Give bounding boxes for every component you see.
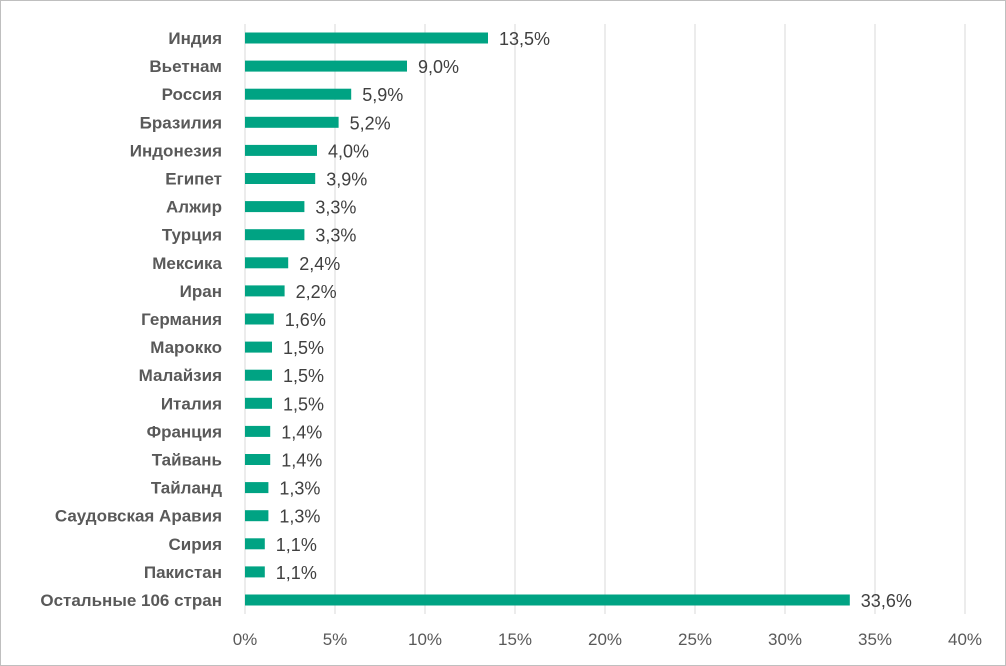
bar [245, 313, 274, 325]
data-label: 1,3% [279, 507, 320, 527]
x-tick-label: 20% [588, 630, 622, 649]
bar [245, 257, 289, 269]
bar [245, 510, 269, 522]
bar [245, 173, 316, 184]
bar [245, 88, 352, 100]
category-labels: Индия Вьетнам Россия Бразилия Индонезия Египе… [40, 29, 222, 610]
data-label: 1,1% [276, 535, 317, 555]
data-label: 5,9% [362, 85, 403, 105]
bar [245, 594, 850, 606]
category-label: Германия [141, 310, 222, 329]
x-tick-label: 15% [498, 630, 532, 649]
data-label: 1,5% [283, 338, 324, 358]
bar [245, 566, 265, 578]
category-label: Тайвань [152, 451, 222, 470]
bar [245, 32, 488, 44]
bar [245, 369, 272, 381]
data-label: 13,5% [499, 29, 550, 49]
category-label: Египет [165, 170, 222, 189]
category-label: Саудовская Аравия [55, 507, 222, 526]
category-label: Алжир [166, 198, 222, 217]
bar [245, 285, 285, 297]
data-label: 5,2% [350, 113, 391, 133]
data-label: 9,0% [418, 57, 459, 77]
category-label: Остальные 106 стран [40, 591, 222, 610]
category-label: Индия [168, 29, 222, 48]
bar [245, 482, 269, 494]
bar [245, 454, 271, 465]
category-label: Франция [147, 422, 222, 441]
category-label: Сирия [169, 535, 222, 554]
data-label: 1,6% [285, 310, 326, 330]
x-tick-label: 40% [948, 630, 982, 649]
category-label: Бразилия [140, 113, 222, 132]
data-label: 4,0% [328, 141, 369, 161]
data-label: 2,2% [296, 282, 337, 302]
category-label: Италия [161, 394, 222, 413]
x-tick-label: 0% [233, 630, 258, 649]
category-label: Иран [180, 282, 222, 301]
data-label: 1,1% [276, 563, 317, 583]
x-tick-labels: 0% 5% 10% 15% 20% 25% 30% 35% 40% [233, 630, 982, 649]
category-label: Малайзия [139, 366, 222, 385]
bar [245, 538, 265, 550]
x-tick-label: 5% [323, 630, 348, 649]
x-tick-label: 25% [678, 630, 712, 649]
data-label: 2,4% [299, 254, 340, 274]
x-tick-label: 10% [408, 630, 442, 649]
bar [245, 116, 339, 128]
data-label: 1,4% [281, 451, 322, 471]
data-label: 33,6% [861, 591, 912, 611]
bar [245, 341, 272, 353]
category-label: Пакистан [144, 563, 222, 582]
data-label: 1,5% [283, 366, 324, 386]
data-label: 3,3% [315, 226, 356, 246]
category-label: Тайланд [151, 479, 222, 498]
category-label: Вьетнам [149, 57, 222, 76]
x-tick-label: 35% [858, 630, 892, 649]
bar [245, 229, 305, 241]
bar [245, 60, 407, 72]
value-labels: 13,5% 9,0% 5,9% 5,2% 4,0% 3,9% 3,3% 3,3% 2,4% 2,2… [276, 29, 912, 611]
bars [245, 32, 850, 606]
data-label: 3,9% [326, 170, 367, 190]
bar [245, 201, 305, 213]
data-label: 1,3% [279, 479, 320, 499]
category-label: Мексика [152, 254, 222, 273]
category-label: Марокко [150, 338, 222, 357]
category-label: Турция [162, 226, 222, 245]
bar [245, 144, 317, 156]
bar [245, 425, 271, 437]
data-label: 1,5% [283, 394, 324, 414]
data-label: 1,4% [281, 422, 322, 442]
data-label: 3,3% [315, 198, 356, 218]
category-label: Индонезия [130, 141, 222, 160]
category-label: Россия [162, 85, 222, 104]
x-tick-label: 30% [768, 630, 802, 649]
bar [245, 397, 272, 409]
